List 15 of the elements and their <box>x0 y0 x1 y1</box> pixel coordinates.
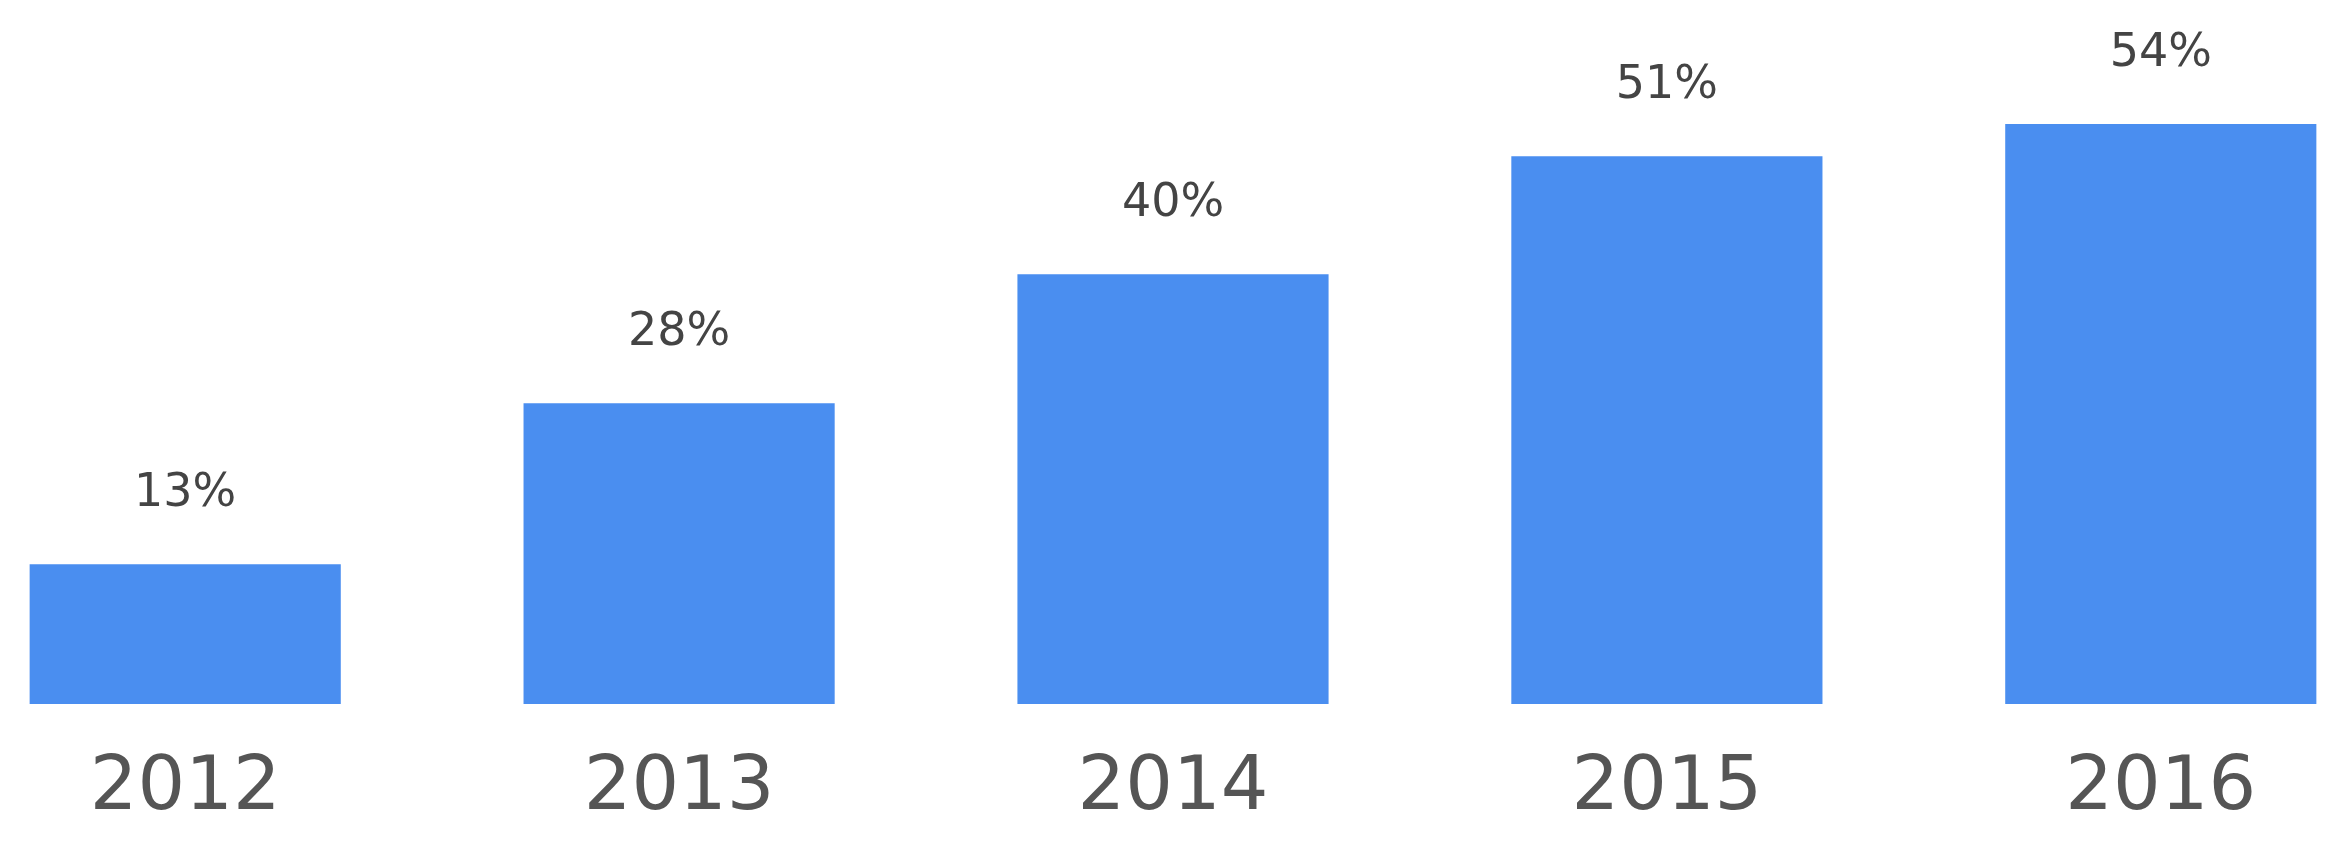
x-tick-label: 2014 <box>1077 738 1269 827</box>
bar <box>29 564 341 704</box>
bar <box>523 403 835 704</box>
data-label: 28% <box>627 302 731 357</box>
data-label: 51% <box>1615 55 1719 110</box>
data-label: 13% <box>134 463 237 518</box>
bar <box>1511 156 1823 704</box>
x-tick-label: 2016 <box>2065 738 2257 827</box>
bar <box>2005 124 2317 704</box>
data-label: 54% <box>2109 23 2212 77</box>
x-tick-label: 2013 <box>583 738 775 827</box>
x-tick-label: 2015 <box>1571 738 1763 827</box>
data-label: 40% <box>1121 173 1225 228</box>
x-tick-label: 2012 <box>89 738 281 827</box>
bar <box>1017 274 1329 704</box>
